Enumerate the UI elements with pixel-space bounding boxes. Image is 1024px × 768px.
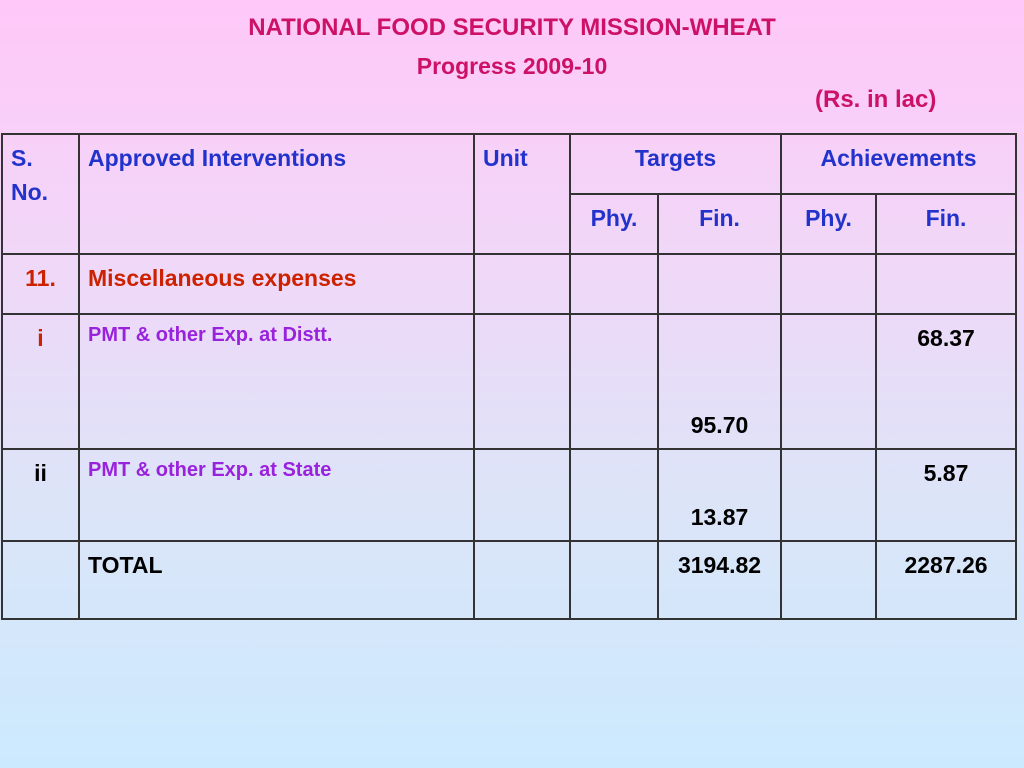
header-row: S. No. Approved Interventions Unit Targe… bbox=[1, 133, 1018, 255]
table-row: i PMT & other Exp. at Distt. 95.70 68.37 bbox=[1, 313, 1018, 450]
row-target-fin: 95.70 bbox=[656, 313, 783, 450]
header-interventions: Approved Interventions bbox=[78, 133, 475, 255]
row-unit bbox=[473, 540, 571, 620]
table-row: 11. Miscellaneous expenses bbox=[1, 253, 1018, 315]
row-achievement-phy bbox=[780, 540, 878, 620]
row-sno: i bbox=[1, 313, 80, 450]
header-unit: Unit bbox=[473, 133, 571, 255]
row-target-phy bbox=[569, 448, 659, 542]
table-row: ii PMT & other Exp. at State 13.87 5.87 bbox=[1, 448, 1018, 542]
row-target-phy bbox=[569, 540, 659, 620]
row-sno: ii bbox=[1, 448, 80, 542]
row-unit bbox=[473, 253, 571, 315]
row-achievement-phy bbox=[780, 253, 878, 315]
slide-title: NATIONAL FOOD SECURITY MISSION-WHEAT bbox=[248, 14, 776, 41]
header-sno: S. No. bbox=[1, 133, 80, 255]
total-target-fin: 3194.82 bbox=[656, 540, 783, 620]
row-target-phy bbox=[569, 253, 659, 315]
unit-note: (Rs. in lac) bbox=[815, 86, 937, 113]
header-targets: Targets bbox=[568, 133, 783, 195]
row-sno: 11. bbox=[1, 253, 80, 315]
row-target-phy bbox=[569, 313, 659, 450]
total-row: TOTAL 3194.82 2287.26 bbox=[1, 540, 1018, 620]
header-targets-fin: Fin. bbox=[656, 193, 783, 255]
row-intervention: Miscellaneous expenses bbox=[78, 253, 475, 315]
row-intervention: PMT & other Exp. at Distt. bbox=[78, 313, 475, 450]
row-sno bbox=[1, 540, 80, 620]
header-achievements: Achievements bbox=[780, 133, 1018, 195]
row-target-fin bbox=[656, 253, 783, 315]
progress-table: S. No. Approved Interventions Unit Targe… bbox=[1, 133, 1018, 620]
row-achievement-fin bbox=[875, 253, 1018, 315]
total-label: TOTAL bbox=[78, 540, 475, 620]
total-achievement-fin: 2287.26 bbox=[875, 540, 1018, 620]
row-achievement-phy bbox=[780, 448, 878, 542]
row-unit bbox=[473, 448, 571, 542]
row-target-fin: 13.87 bbox=[656, 448, 783, 542]
header-achievements-fin: Fin. bbox=[875, 193, 1018, 255]
row-unit bbox=[473, 313, 571, 450]
row-achievement-fin: 68.37 bbox=[875, 313, 1018, 450]
slide-subtitle: Progress 2009-10 bbox=[416, 53, 608, 79]
row-achievement-fin: 5.87 bbox=[875, 448, 1018, 542]
header-targets-phy: Phy. bbox=[569, 193, 659, 255]
row-intervention: PMT & other Exp. at State bbox=[78, 448, 475, 542]
subheader-row: Phy. Fin. Phy. Fin. bbox=[2, 193, 1018, 255]
header-achievements-phy: Phy. bbox=[780, 193, 878, 255]
row-achievement-phy bbox=[780, 313, 878, 450]
